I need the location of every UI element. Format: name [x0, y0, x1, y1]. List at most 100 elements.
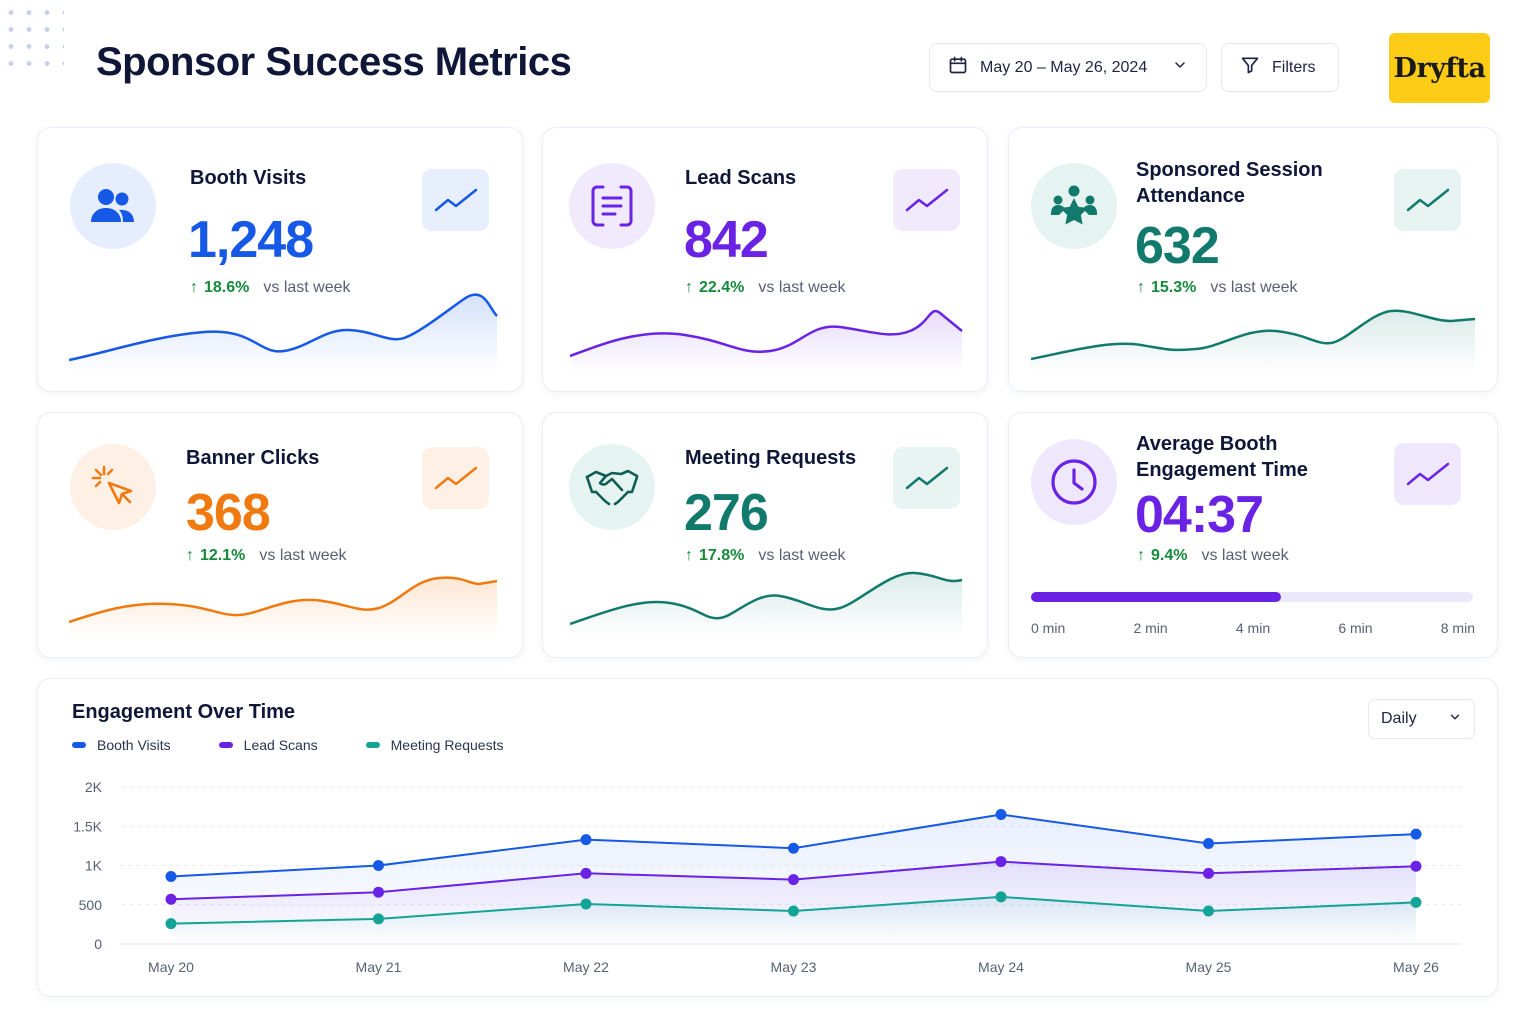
data-point[interactable] — [995, 856, 1007, 868]
data-point[interactable] — [1203, 905, 1214, 917]
arrow-up-icon: ↑ — [685, 547, 693, 564]
arrow-up-icon: ↑ — [186, 547, 194, 564]
y-tick-label: 1K — [85, 858, 103, 874]
y-tick-label: 500 — [79, 897, 103, 913]
filter-icon — [1240, 55, 1260, 80]
data-point[interactable] — [995, 808, 1007, 820]
session-attendance-card: Sponsored Session Attendance 632 ↑ 15.3% … — [1008, 127, 1498, 392]
engagement-chart-card: Engagement Over Time Booth Visits Lead S… — [37, 678, 1498, 997]
x-tick-label: May 25 — [1186, 959, 1232, 975]
legend-label: Booth Visits — [97, 737, 171, 753]
delta-row: ↑ 12.1% vs last week — [186, 547, 347, 565]
booth-visits-sparkline — [69, 293, 498, 373]
progress-tick: 4 min — [1235, 620, 1271, 636]
progress-tick: 2 min — [1133, 620, 1168, 636]
card-value: 368 — [186, 484, 271, 542]
logo-text: Dryfta — [1393, 52, 1486, 84]
data-point[interactable] — [580, 898, 592, 910]
x-tick-label: May 26 — [1393, 959, 1439, 975]
data-point[interactable] — [373, 913, 384, 925]
y-tick-label: 0 — [94, 936, 102, 952]
legend-label: Meeting Requests — [390, 737, 504, 753]
delta-percent: 22.4% — [699, 279, 745, 296]
card-value: 04:37 — [1135, 486, 1264, 544]
delta-comparison: vs last week — [259, 547, 347, 564]
data-point[interactable] — [1410, 860, 1422, 872]
data-point[interactable] — [165, 870, 177, 882]
delta-comparison: vs last week — [758, 547, 846, 564]
date-range-label: May 20 – May 26, 2024 — [980, 58, 1148, 76]
delta-row: ↑ 9.4% vs last week — [1137, 547, 1289, 565]
delta-row: ↑ 17.8% vs last week — [685, 547, 846, 565]
data-point[interactable] — [1410, 828, 1422, 840]
delta-comparison: vs last week — [1210, 279, 1298, 296]
calendar-icon — [948, 55, 968, 80]
trend-up-icon[interactable] — [422, 169, 489, 231]
data-point[interactable] — [788, 905, 799, 917]
delta-percent: 15.3% — [1151, 279, 1197, 296]
chart-legend: Booth Visits Lead Scans Meeting Requests — [72, 737, 503, 753]
date-range-picker[interactable]: May 20 – May 26, 2024 — [929, 43, 1207, 92]
delta-row: ↑ 18.6% vs last week — [190, 279, 351, 297]
legend-item-meeting-requests: Meeting Requests — [365, 737, 504, 753]
meeting-requests-sparkline — [570, 571, 963, 638]
granularity-select[interactable]: Daily — [1368, 699, 1475, 739]
delta-row: ↑ 15.3% vs last week — [1137, 279, 1298, 297]
data-point[interactable] — [1203, 867, 1214, 879]
card-title: Lead Scans — [685, 167, 797, 189]
card-title: Meeting Requests — [685, 447, 857, 469]
y-tick-label: 2K — [85, 779, 103, 795]
card-title: Sponsored Session Attendance — [1136, 159, 1323, 207]
data-point[interactable] — [995, 891, 1007, 903]
data-point[interactable] — [373, 886, 384, 898]
progress-axis: 0 min 2 min 4 min 6 min 8 min — [1031, 620, 1475, 636]
legend-swatch — [72, 742, 86, 748]
delta-comparison: vs last week — [758, 279, 846, 296]
banner-clicks-card: Banner Clicks 368 ↑ 12.1% vs last week — [37, 412, 523, 658]
x-tick-label: May 20 — [148, 959, 194, 975]
data-point[interactable] — [165, 893, 177, 905]
progress-tick: 8 min — [1440, 620, 1475, 636]
engagement-line-chart: 0 500 1K 1.5K 2K May 20 May 21 May 22 May 23 May … — [73, 779, 1462, 975]
data-point[interactable] — [1203, 838, 1214, 850]
banner-clicks-sparkline — [69, 576, 498, 638]
legend-item-booth-visits: Booth Visits — [72, 737, 171, 753]
engagement-progress-bar — [1031, 592, 1473, 602]
card-title: Booth Visits — [190, 167, 307, 189]
page-title: Sponsor Success Metrics — [96, 40, 572, 84]
legend-item-lead-scans: Lead Scans — [218, 737, 318, 753]
data-point[interactable] — [788, 874, 799, 886]
card-value: 842 — [684, 211, 769, 269]
booth-visits-card: Booth Visits 1,248 ↑ 18.6% vs last week — [37, 127, 523, 392]
meeting-requests-card: Meeting Requests 276 ↑ 17.8% vs last week — [542, 412, 988, 658]
data-point[interactable] — [373, 860, 384, 871]
data-point[interactable] — [788, 842, 799, 854]
trend-up-icon[interactable] — [422, 447, 489, 509]
lead-scans-sparkline — [570, 309, 963, 373]
legend-swatch — [218, 742, 233, 748]
filters-button[interactable]: Filters — [1221, 43, 1339, 92]
arrow-up-icon: ↑ — [1137, 279, 1145, 296]
trend-up-icon[interactable] — [1394, 169, 1461, 231]
delta-comparison: vs last week — [1201, 547, 1289, 564]
brand-logo: Dryfta — [1389, 33, 1490, 103]
x-tick-label: May 24 — [978, 959, 1024, 975]
data-point[interactable] — [580, 867, 592, 879]
series-area — [171, 896, 1416, 944]
card-title: Banner Clicks — [186, 447, 320, 469]
trend-up-icon[interactable] — [1394, 443, 1461, 505]
x-tick-label: May 23 — [771, 959, 817, 975]
trend-up-icon[interactable] — [893, 447, 960, 509]
delta-percent: 9.4% — [1151, 547, 1188, 564]
data-point[interactable] — [580, 834, 592, 846]
data-point[interactable] — [165, 918, 177, 930]
cursor-click-icon — [70, 444, 156, 530]
data-point[interactable] — [1410, 896, 1422, 908]
card-value: 1,248 — [188, 211, 314, 269]
decorative-dots — [0, 4, 64, 70]
trend-up-icon[interactable] — [893, 169, 960, 231]
legend-swatch — [365, 742, 380, 748]
chevron-down-icon — [1448, 710, 1462, 729]
granularity-label: Daily — [1381, 710, 1417, 727]
filters-label: Filters — [1272, 58, 1316, 76]
